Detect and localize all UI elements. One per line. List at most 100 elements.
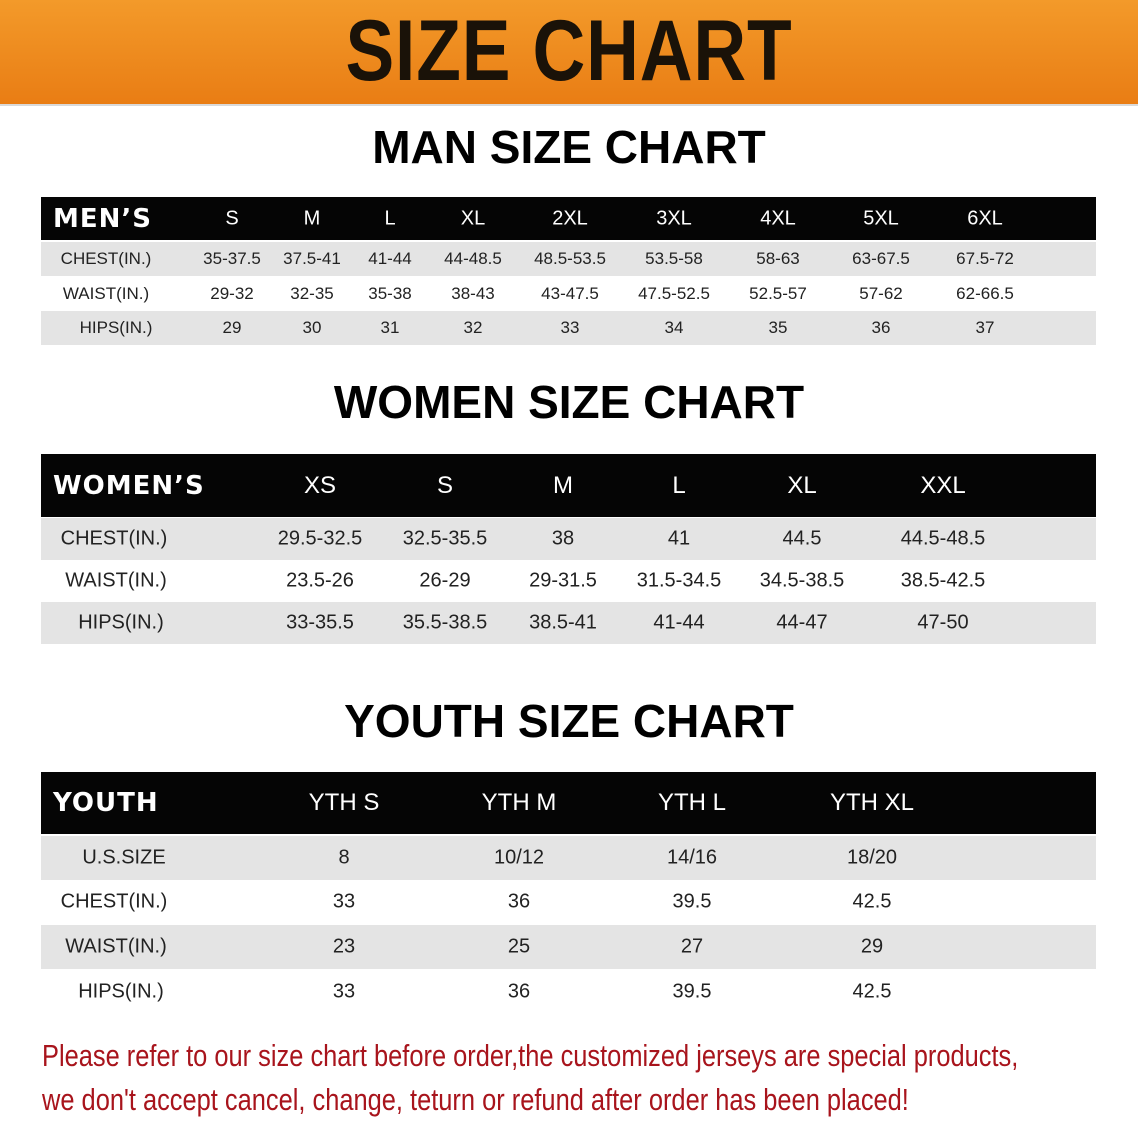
row-label: WAIST(IN.) — [65, 935, 167, 958]
table-cell: 36 — [871, 318, 891, 337]
table-cell: 38 — [551, 527, 575, 550]
men-section-title: MAN SIZE CHART — [372, 121, 766, 173]
table-cell: 39.5 — [672, 890, 712, 913]
table-cell: 47.5-52.5 — [638, 284, 710, 303]
table-cell: 29.5-32.5 — [277, 527, 363, 550]
size-header-xl: XL — [787, 471, 817, 499]
row-label: WAIST(IN.) — [65, 569, 167, 592]
table-cell: 53.5-58 — [645, 249, 703, 268]
table-row: WAIST(IN.) 23 25 27 29 — [41, 925, 1096, 969]
table-cell: 47-50 — [917, 611, 969, 634]
banner: SIZE CHART — [0, 0, 1138, 106]
table-row: CHEST(IN.) 33 36 39.5 42.5 — [41, 880, 1096, 924]
row-label: U.S.SIZE — [82, 846, 166, 869]
size-header-s: S — [436, 471, 454, 499]
table-cell: 67.5-72 — [956, 249, 1014, 268]
table-row: WAIST(IN.) 23.5-26 26-29 29-31.5 31.5-34.5 34… — [41, 560, 1096, 602]
table-row: HIPS(IN.) 33 36 39.5 42.5 — [41, 970, 1096, 1014]
size-header-yth-xl: YTH XL — [829, 789, 915, 816]
table-cell: 32.5-35.5 — [402, 527, 488, 550]
table-cell: 39.5 — [672, 980, 712, 1003]
table-cell: 38.5-41 — [529, 611, 597, 634]
table-header-row: WOMEN’S XS S M L XL XXL — [41, 454, 1096, 517]
banner-title: SIZE CHART — [345, 3, 793, 99]
table-cell: 34.5-38.5 — [759, 569, 845, 592]
table-cell: 35-37.5 — [203, 249, 261, 268]
size-header-m: M — [553, 471, 573, 499]
table-cell: 33 — [332, 890, 356, 913]
table-cell: 35.5-38.5 — [402, 611, 488, 634]
table-cell: 33 — [332, 980, 356, 1003]
table-cell: 42.5 — [852, 890, 892, 913]
table-cell: 14/16 — [666, 846, 718, 869]
size-header-5xl: 5XL — [863, 207, 899, 229]
table-cell: 58-63 — [756, 249, 800, 268]
row-label: WAIST(IN.) — [62, 284, 150, 303]
table-cell: 41-44 — [653, 611, 705, 634]
size-header-l: L — [672, 471, 686, 499]
size-header-m: M — [303, 207, 321, 229]
size-header-yth-s: YTH S — [308, 789, 380, 816]
table-cell: 29-32 — [210, 284, 254, 303]
table-cell: 37.5-41 — [283, 249, 341, 268]
size-header-2xl: 2XL — [552, 207, 588, 229]
table-cell: 36 — [507, 980, 531, 1003]
row-label: CHEST(IN.) — [60, 249, 152, 268]
table-row: CHEST(IN.) 29.5-32.5 32.5-35.5 38 41 44.5 44.5… — [41, 518, 1096, 560]
table-cell: 41 — [667, 527, 691, 550]
table-cell: 23.5-26 — [286, 569, 354, 592]
table-cell: 25 — [507, 935, 531, 958]
table-cell: 31 — [380, 318, 400, 337]
header-label: YOUTH — [53, 788, 159, 818]
table-cell: 32-35 — [290, 284, 334, 303]
table-cell: 18/20 — [846, 846, 898, 869]
table-cell: 34 — [664, 318, 684, 337]
table-header-row: YOUTH YTH S YTH M YTH L YTH XL — [41, 772, 1096, 834]
table-cell: 52.5-57 — [749, 284, 807, 303]
table-cell: 62-66.5 — [956, 284, 1014, 303]
table-cell: 30 — [302, 318, 322, 337]
table-cell: 23 — [332, 935, 356, 958]
table-header-row: MEN’S S M L XL 2XL 3XL 4XL 5XL 6XL — [41, 197, 1096, 240]
row-label: HIPS(IN.) — [78, 611, 164, 634]
table-cell: 29-31.5 — [529, 569, 597, 592]
size-header-yth-l: YTH L — [657, 789, 727, 816]
size-header-xxl: XXL — [920, 471, 966, 499]
size-header-s: S — [225, 207, 239, 229]
table-cell: 41-44 — [368, 249, 412, 268]
table-cell: 63-67.5 — [852, 249, 910, 268]
table-row: HIPS(IN.) 33-35.5 35.5-38.5 38.5-41 41-44 44-… — [41, 602, 1096, 644]
table-cell: 44.5-48.5 — [900, 527, 986, 550]
table-cell: 38.5-42.5 — [900, 569, 986, 592]
table-cell: 44.5 — [782, 527, 822, 550]
size-header-l: L — [384, 207, 396, 229]
size-header-4xl: 4XL — [760, 207, 796, 229]
table-cell: 29 — [860, 935, 884, 958]
table-cell: 43-47.5 — [541, 284, 599, 303]
row-label: HIPS(IN.) — [79, 318, 153, 337]
table-row: WAIST(IN.) 29-32 32-35 35-38 38-43 43-47.5 47.… — [41, 277, 1096, 311]
table-cell: 44-47 — [776, 611, 828, 634]
table-cell: 26-29 — [419, 569, 471, 592]
row-label: CHEST(IN.) — [60, 527, 168, 550]
size-header-xl: XL — [460, 207, 486, 229]
header-label: MEN’S — [53, 203, 152, 234]
table-cell: 48.5-53.5 — [534, 249, 606, 268]
table-cell: 27 — [680, 935, 704, 958]
header-label: WOMEN’S — [53, 470, 205, 501]
note-line-2: we don't accept cancel, change, teturn o… — [42, 1082, 909, 1117]
note-line-1: Please refer to our size chart before or… — [42, 1038, 1019, 1073]
size-header-6xl: 6XL — [967, 207, 1003, 229]
table-cell: 10/12 — [493, 846, 545, 869]
women-section-title: WOMEN SIZE CHART — [333, 376, 805, 428]
table-cell: 42.5 — [852, 980, 892, 1003]
table-cell: 37 — [975, 318, 995, 337]
table-cell: 38-43 — [451, 284, 495, 303]
size-header-yth-m: YTH M — [481, 789, 557, 816]
table-row: U.S.SIZE 8 10/12 14/16 18/20 — [41, 836, 1096, 880]
table-cell: 57-62 — [859, 284, 903, 303]
youth-section-title: YOUTH SIZE CHART — [344, 695, 794, 747]
table-cell: 33-35.5 — [286, 611, 354, 634]
size-header-3xl: 3XL — [656, 207, 692, 229]
table-cell: 33 — [560, 318, 580, 337]
